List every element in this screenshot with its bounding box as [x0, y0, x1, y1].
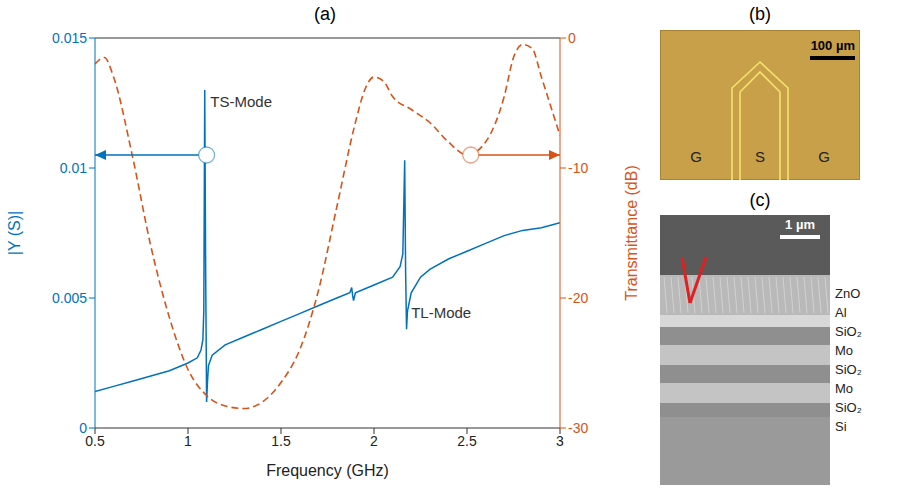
svg-text:2: 2 [370, 433, 378, 449]
svg-text:-20: -20 [568, 290, 588, 306]
svg-text:SiO₂: SiO₂ [835, 400, 862, 415]
svg-text:Si: Si [835, 419, 847, 434]
svg-text:0: 0 [568, 30, 576, 46]
svg-text:Al: Al [835, 305, 847, 320]
svg-text:-30: -30 [568, 420, 588, 436]
html-text:(a): (a) [314, 4, 336, 24]
svg-text:TS-Mode: TS-Mode [210, 93, 272, 110]
svg-text:0.01: 0.01 [60, 160, 87, 176]
svg-text:S: S [755, 148, 765, 165]
svg-text:SiO₂: SiO₂ [835, 324, 862, 339]
svg-text:1: 1 [184, 433, 192, 449]
svg-text:-10: -10 [568, 160, 588, 176]
svg-text:G: G [818, 148, 830, 165]
svg-text:ZnO: ZnO [835, 286, 860, 301]
svg-text:|Y (S)|: |Y (S)| [6, 211, 23, 255]
svg-text:Transmittance (dB): Transmittance (dB) [623, 165, 640, 300]
html-text:(c): (c) [749, 190, 771, 210]
svg-text:Mo: Mo [835, 343, 853, 358]
svg-text:0.015: 0.015 [52, 30, 87, 46]
svg-text:TL-Mode: TL-Mode [411, 304, 471, 321]
svg-text:Mo: Mo [835, 381, 853, 396]
svg-text:SiO₂: SiO₂ [835, 362, 862, 377]
svg-text:1 µm: 1 µm [785, 217, 815, 232]
svg-text:1.5: 1.5 [271, 433, 291, 449]
svg-text:0.005: 0.005 [52, 290, 87, 306]
html-text:(b): (b) [749, 4, 771, 24]
svg-text:G: G [690, 148, 702, 165]
svg-text:2.5: 2.5 [457, 433, 477, 449]
svg-text:3: 3 [556, 433, 564, 449]
svg-text:0: 0 [79, 420, 87, 436]
svg-text:0.5: 0.5 [85, 433, 105, 449]
svg-text:Frequency (GHz): Frequency (GHz) [266, 462, 389, 479]
svg-text:100 µm: 100 µm [811, 38, 855, 53]
